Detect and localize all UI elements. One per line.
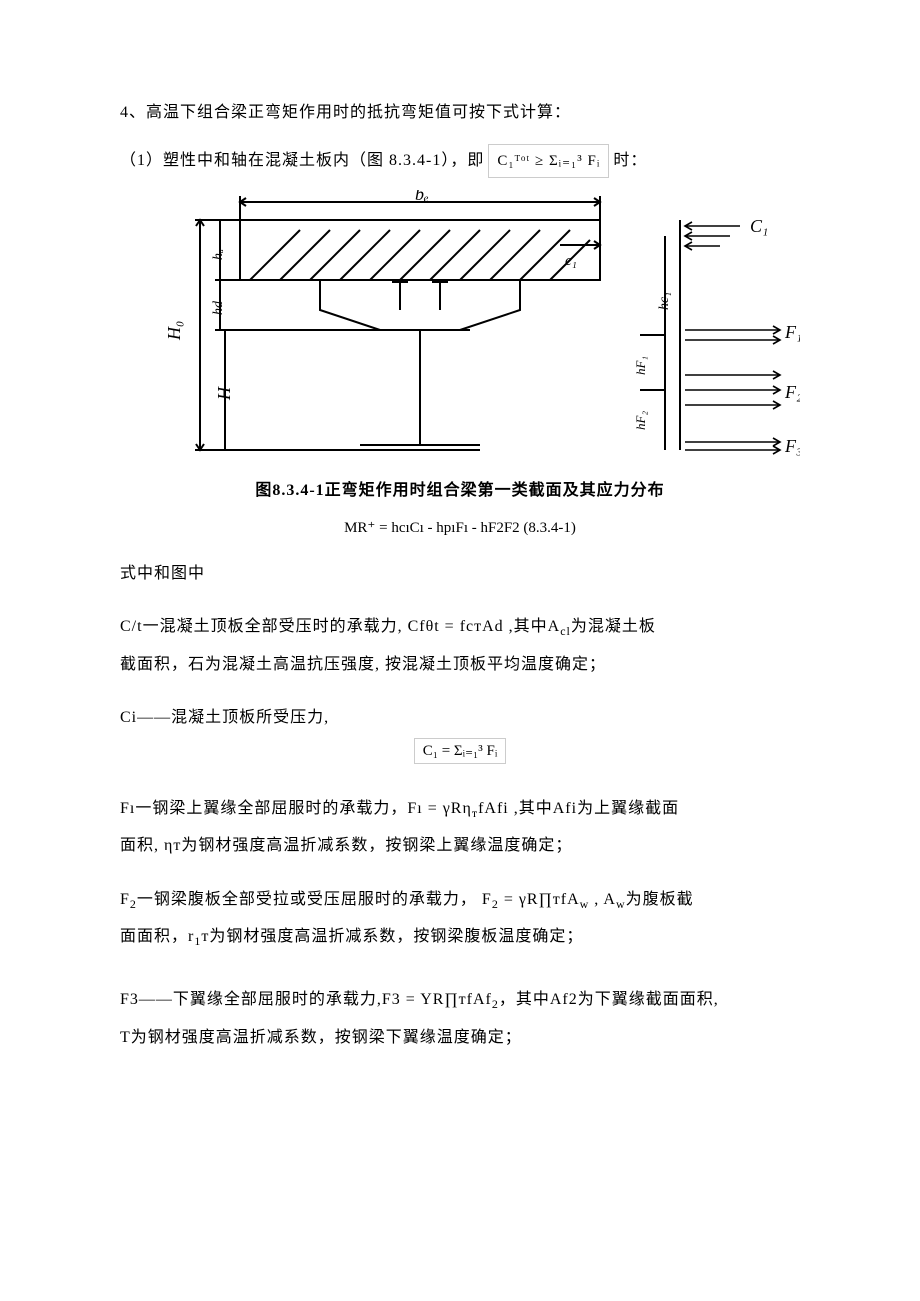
section-heading: 4、高温下组合梁正弯矩作用时的抵抗弯矩值可按下式计算： (120, 100, 800, 126)
para-f2-1: F2一钢梁腹板全部受拉或受压屈服时的承载力， F2 = γR∏тfAw , Aw… (120, 887, 800, 914)
para-f2-1-sub1: 2 (130, 897, 137, 911)
para-f2-1-sub4: w (616, 897, 626, 911)
label-H: H (214, 386, 234, 401)
label-C1: C₁ (750, 216, 768, 236)
para-f2-2-pre: 面面积，r (120, 928, 194, 945)
cond1-formula: C₁ᵀᵒᵗ ≥ Σᵢ₌₁³ Fᵢ (488, 144, 609, 178)
para-f3-2: T为钢材强度高温折减系数，按钢梁下翼缘温度确定； (120, 1025, 800, 1051)
equation-8-3-4-1: MR⁺ = hcıCı - hpıFı - hF2F2 (8.3.4-1) (120, 518, 800, 537)
label-hc1: hc₁ (657, 292, 672, 310)
para-f2-1-mid3: , A (589, 891, 616, 908)
condition-line-1: （1）塑性中和轴在混凝土板内（图 8.3.4-1），即 C₁ᵀᵒᵗ ≥ Σᵢ₌₁… (120, 144, 800, 178)
label-F3: F₃ (784, 436, 800, 456)
para-f1-1-pre: Fı一钢梁上翼缘全部屈服时的承载力，Fı = γRη (120, 800, 472, 817)
para-f2-1-mid: 一钢梁腹板全部受拉或受压屈服时的承载力， F (137, 891, 492, 908)
para-f1-1: Fı一钢梁上翼缘全部屈服时的承载力，Fı = γRηтfAfi ,其中Afi为上… (120, 796, 800, 823)
para-f2-1-sub3: w (580, 897, 590, 911)
label-hd: hd (211, 300, 226, 315)
c1-equation: C₁ = Σᵢ₌₁³ Fᵢ (414, 738, 507, 764)
para-f2-2-post: т为钢材强度高温折减系数，按钢梁腹板温度确定； (201, 928, 583, 945)
label-F2: F₂ (784, 382, 800, 402)
c1-equation-wrap: C₁ = Σᵢ₌₁³ Fᵢ (120, 741, 800, 760)
para-f1-1-post: fAfi ,其中Afi为上翼缘截面 (478, 800, 679, 817)
para-ct-2: 截面积，石为混凝土高温抗压强度, 按混凝土顶板平均温度确定； (120, 652, 800, 678)
para-ci: Ci——混凝土顶板所受压力, (120, 705, 800, 731)
para-f1-2: 面积, ηт为钢材强度高温折减系数，按钢梁上翼缘温度确定； (120, 833, 800, 859)
cond1-pre: （1）塑性中和轴在混凝土板内（图 8.3.4-1），即 (120, 148, 484, 174)
figure-caption: 图8.3.4-1正弯矩作用时组合梁第一类截面及其应力分布 (120, 476, 800, 500)
label-hu: hᵤ (211, 248, 226, 259)
label-hf1: hF₁ (633, 356, 648, 375)
para-f2-2: 面面积，r1т为钢材强度高温折减系数，按钢梁腹板温度确定； (120, 924, 800, 951)
para-f2-1-sub2: 2 (492, 897, 499, 911)
label-F1: F₁ (784, 322, 800, 342)
label-H0: H₀ (164, 320, 184, 340)
para-f3-1-post: ，其中Af2为下翼缘截面面积, (499, 991, 719, 1008)
para-f2-1-mid2: = γR∏тfA (499, 891, 580, 908)
document-page: 4、高温下组合梁正弯矩作用时的抵抗弯矩值可按下式计算： （1）塑性中和轴在混凝土… (0, 0, 920, 1138)
para-f3-1-pre: F3——下翼缘全部屈服时的承载力,F3 = YR∏тfAf (120, 991, 492, 1008)
cond1-post: 时： (613, 148, 647, 174)
cross-section-diagram: bₑ H₀ H hᵤ hd e₁ C₁ F₁ F₂ F₃ hc₁ hF₁ hF₂ (120, 190, 800, 470)
para-ct-1-post: 为混凝土板 (571, 618, 656, 635)
para-f2-1-post: 为腹板截 (626, 891, 694, 908)
label-e1: e₁ (565, 253, 577, 269)
para-intro: 式中和图中 (120, 561, 800, 587)
para-f2-1-pre: F (120, 891, 130, 908)
figure-8-3-4-1: bₑ H₀ H hᵤ hd e₁ C₁ F₁ F₂ F₃ hc₁ hF₁ hF₂… (120, 190, 800, 500)
para-ct-1-sub: cl (560, 624, 571, 638)
para-ct-1-pre: C/t一混凝土顶板全部受压时的承载力, Cfθt = fcтAd ,其中A (120, 618, 560, 635)
para-f3-1-sub: 2 (492, 998, 499, 1012)
para-ct-1: C/t一混凝土顶板全部受压时的承载力, Cfθt = fcтAd ,其中Acl为… (120, 614, 800, 641)
para-f3-1: F3——下翼缘全部屈服时的承载力,F3 = YR∏тfAf2，其中Af2为下翼缘… (120, 987, 800, 1014)
label-be: bₑ (415, 190, 429, 204)
label-hf2: hF₂ (633, 410, 648, 429)
